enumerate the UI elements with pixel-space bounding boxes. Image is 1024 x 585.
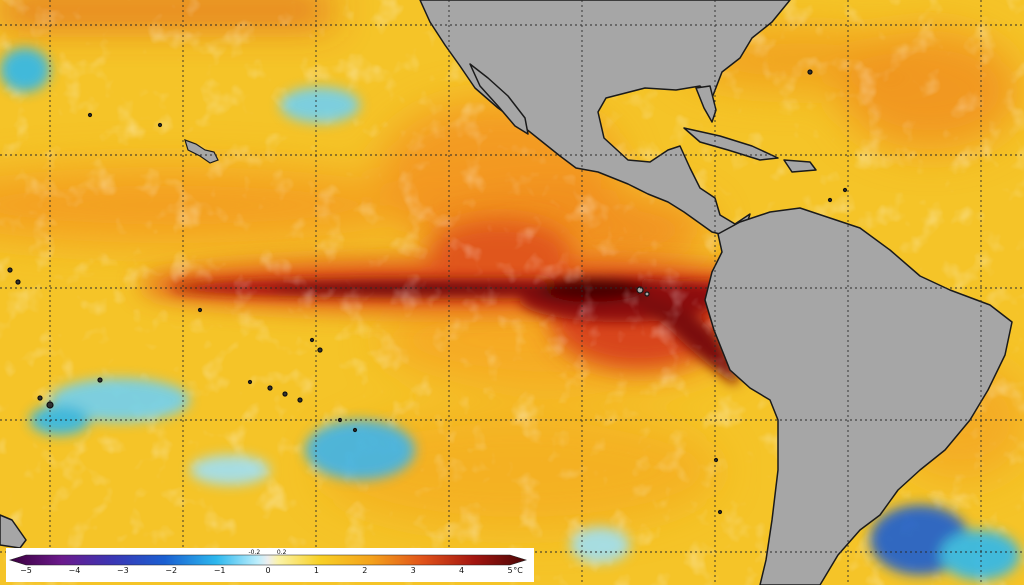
legend-tick-label: −3 <box>116 566 129 575</box>
legend-tick-label: −5 <box>20 566 32 575</box>
legend-small-tick-label: 0.2 <box>276 549 287 556</box>
legend-small-tick-label: -0.2 <box>248 549 261 556</box>
legend-tick-label: 0 <box>265 566 271 575</box>
color-scale-gradient <box>8 554 528 566</box>
legend-tick-label: −4 <box>68 566 81 575</box>
cuba-island <box>683 127 779 161</box>
legend-tick-label: 3 <box>410 566 416 575</box>
legend-unit: °C <box>513 566 523 575</box>
florida-peninsula <box>695 85 717 123</box>
hawaii-islands <box>184 139 219 164</box>
hispaniola-island <box>783 159 817 173</box>
cool-anomaly-patches <box>0 48 1020 580</box>
legend-tick-label: 5 <box>507 566 513 575</box>
legend-tick-label: 4 <box>459 566 465 575</box>
color-scale-legend: −5 −4 −3 −2 −1 0 1 2 3 4 5 -0.2 0.2 °C <box>6 548 534 582</box>
baja-california-peninsula <box>469 63 529 135</box>
new-zealand-island <box>0 514 27 549</box>
legend-tick-label: 2 <box>362 566 368 575</box>
south-america-landmass <box>704 207 1013 585</box>
color-scale-bar <box>8 554 528 566</box>
legend-tick-label: −1 <box>213 566 226 575</box>
legend-tick-label: 1 <box>313 566 319 575</box>
legend-tick-label: −2 <box>165 566 178 575</box>
